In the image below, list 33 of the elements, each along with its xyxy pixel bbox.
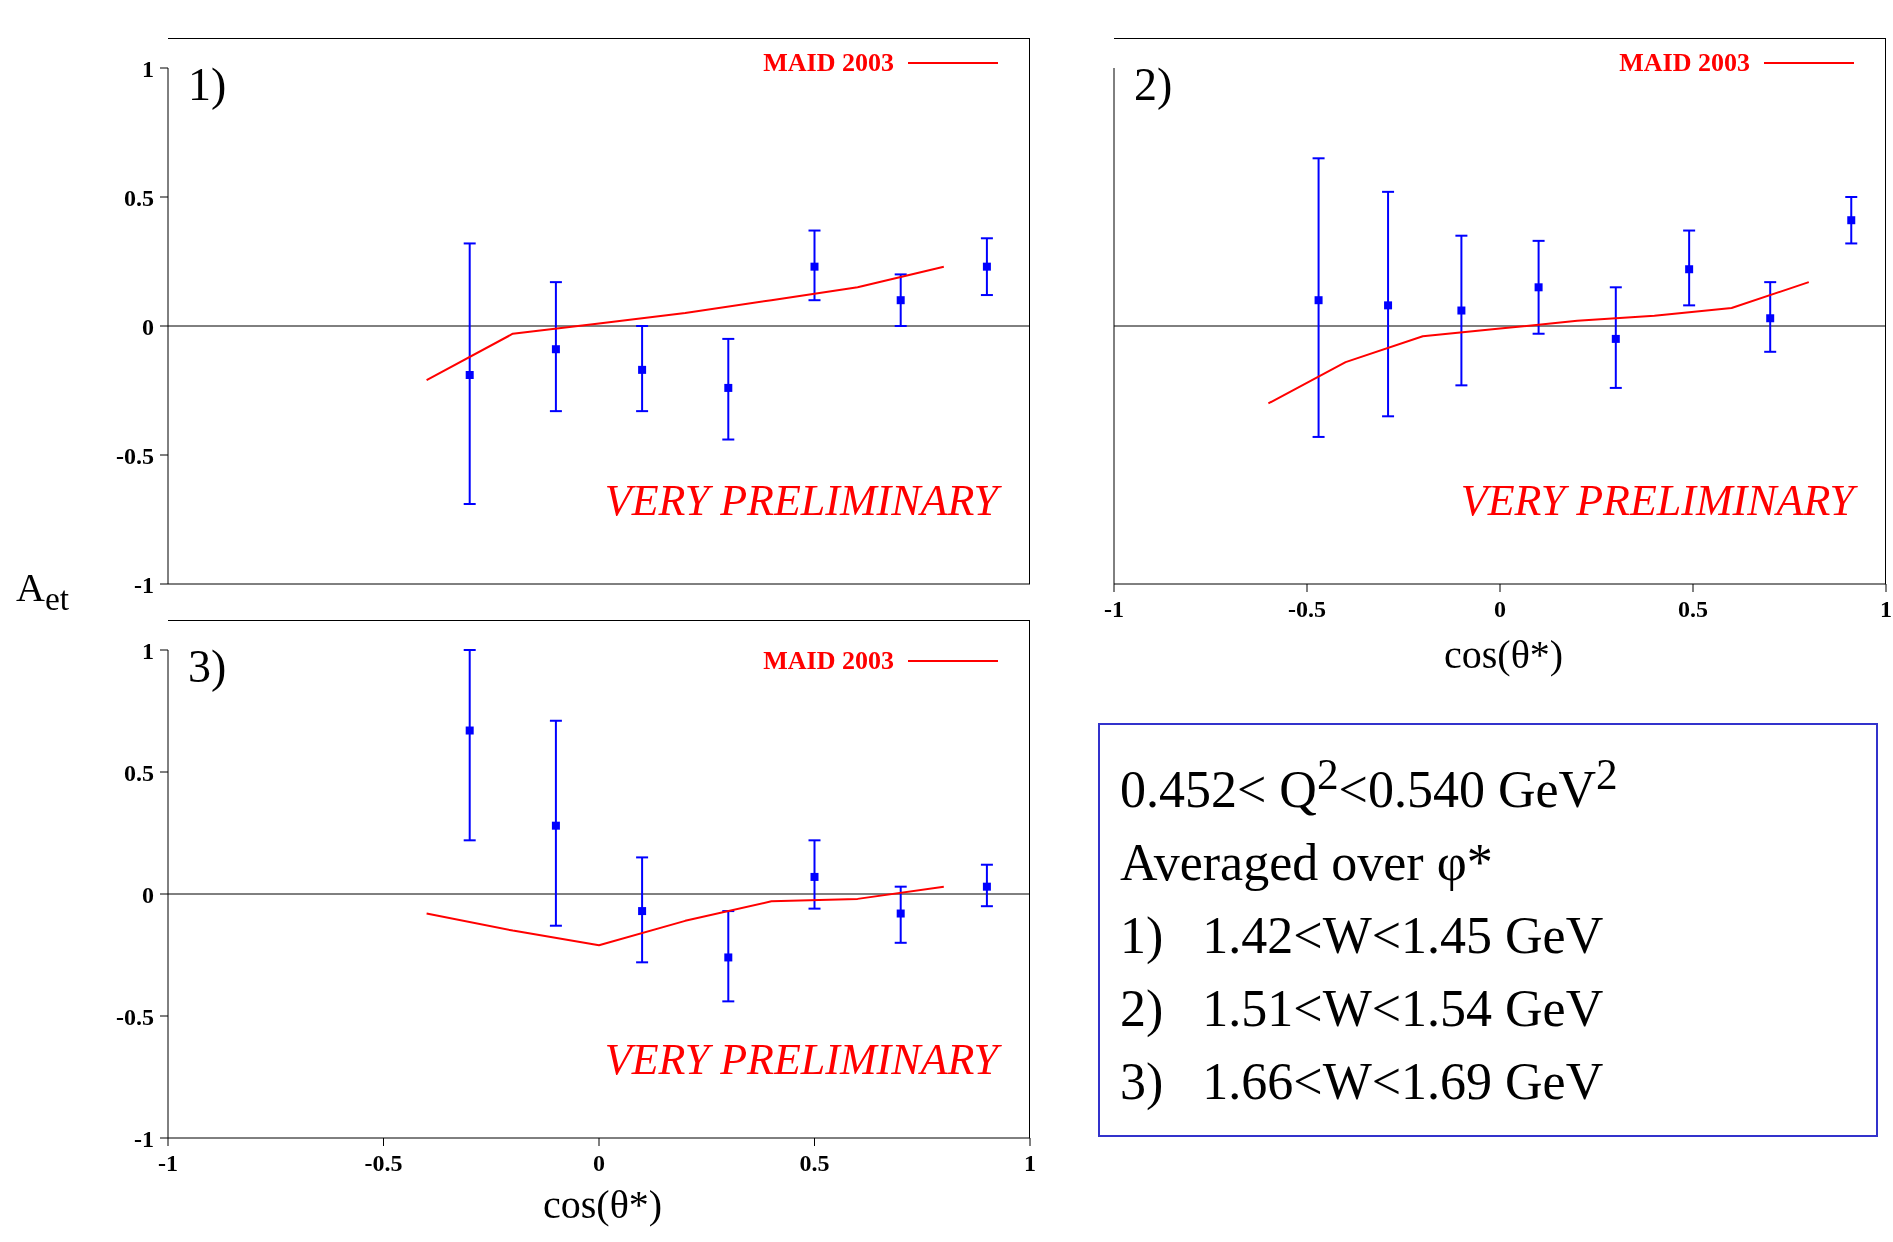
- x-tick-label: 1: [1880, 596, 1892, 623]
- y-tick-label: -0.5: [116, 442, 154, 469]
- x-tick-label: 0.5: [1678, 596, 1708, 623]
- y-tick-label: 0.5: [124, 184, 154, 211]
- annotation: 1): [188, 58, 227, 111]
- text: 3) 1.66<W<1.69 GeV: [1120, 1052, 1605, 1112]
- x-tick-label: 1: [1024, 1150, 1036, 1177]
- y-tick-label: 1: [142, 55, 154, 82]
- y-tick-label: -1: [134, 1125, 154, 1152]
- x-tick-label: 0.5: [799, 1150, 830, 1177]
- x-tick-label: 0: [1494, 596, 1506, 623]
- legend-label: MAID 2003: [763, 646, 894, 676]
- y-tick-label: 0: [142, 881, 154, 908]
- y-tick-label: 0: [142, 313, 154, 340]
- y-tick-label: 0.5: [124, 759, 154, 786]
- x-tick-label: -1: [1104, 596, 1124, 623]
- annotation: 3): [188, 640, 227, 693]
- y-axis-title: A$_{et}$: [16, 564, 69, 618]
- y-tick-label: -0.5: [116, 1003, 154, 1030]
- x-tick-label: -0.5: [364, 1150, 403, 1177]
- text: 2) 1.51<W<1.54 GeV: [1120, 979, 1605, 1039]
- annotation: 2): [1134, 58, 1173, 111]
- text: 0.452< Q$^{2}$<0.540 GeV$^{2}$: [1120, 749, 1619, 820]
- legend-label: MAID 2003: [763, 48, 894, 78]
- text: Averaged over φ*: [1120, 833, 1494, 893]
- x-axis-title: cos(θ*): [543, 1181, 663, 1228]
- x-tick-label: 0: [593, 1150, 605, 1177]
- x-tick-label: -0.5: [1288, 596, 1326, 623]
- legend-label: MAID 2003: [1619, 48, 1750, 78]
- text: 1) 1.42<W<1.45 GeV: [1120, 906, 1605, 966]
- y-tick-label: -1: [134, 571, 154, 598]
- x-axis-title: cos(θ*): [1444, 631, 1564, 678]
- y-tick-label: 1: [142, 637, 154, 664]
